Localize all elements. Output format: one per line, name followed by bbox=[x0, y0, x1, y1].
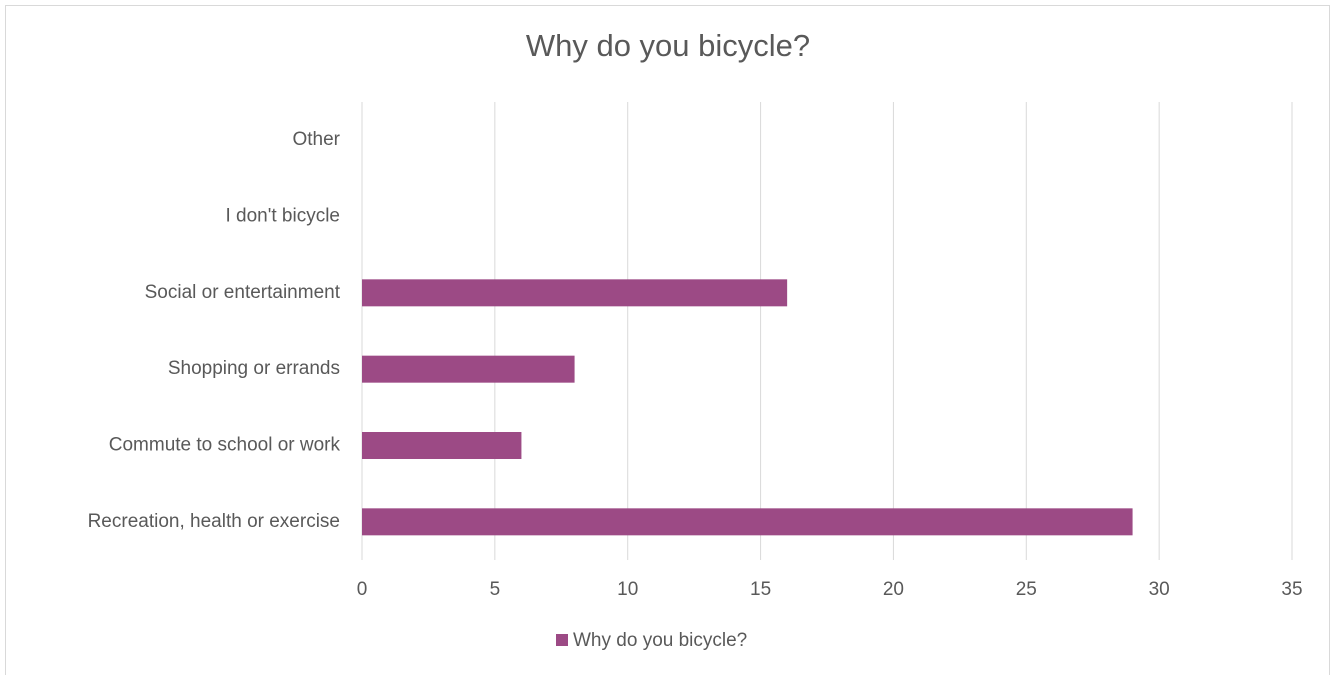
bar bbox=[362, 508, 1133, 536]
x-tick-label: 15 bbox=[750, 579, 771, 600]
y-tick-label: Shopping or errands bbox=[168, 358, 340, 379]
x-tick-label: 0 bbox=[357, 579, 368, 600]
x-tick-label: 10 bbox=[617, 579, 638, 600]
y-tick-label: I don't bicycle bbox=[225, 206, 340, 227]
bar bbox=[362, 355, 575, 383]
y-tick-label: Social or entertainment bbox=[145, 282, 341, 303]
legend-label: Why do you bicycle? bbox=[573, 630, 747, 651]
y-tick-label: Recreation, health or exercise bbox=[88, 511, 340, 532]
legend-swatch bbox=[556, 634, 568, 646]
x-tick-label: 25 bbox=[1016, 579, 1037, 600]
chart-title: Why do you bicycle? bbox=[526, 28, 810, 63]
bar bbox=[362, 279, 788, 307]
x-tick-label: 35 bbox=[1281, 579, 1302, 600]
x-tick-label: 5 bbox=[490, 579, 501, 600]
x-tick-label: 20 bbox=[883, 579, 904, 600]
x-tick-label: 30 bbox=[1149, 579, 1170, 600]
y-tick-label: Commute to school or work bbox=[109, 435, 341, 456]
chart-frame bbox=[5, 5, 1330, 675]
y-tick-label: Other bbox=[292, 129, 340, 150]
bar bbox=[362, 432, 522, 459]
